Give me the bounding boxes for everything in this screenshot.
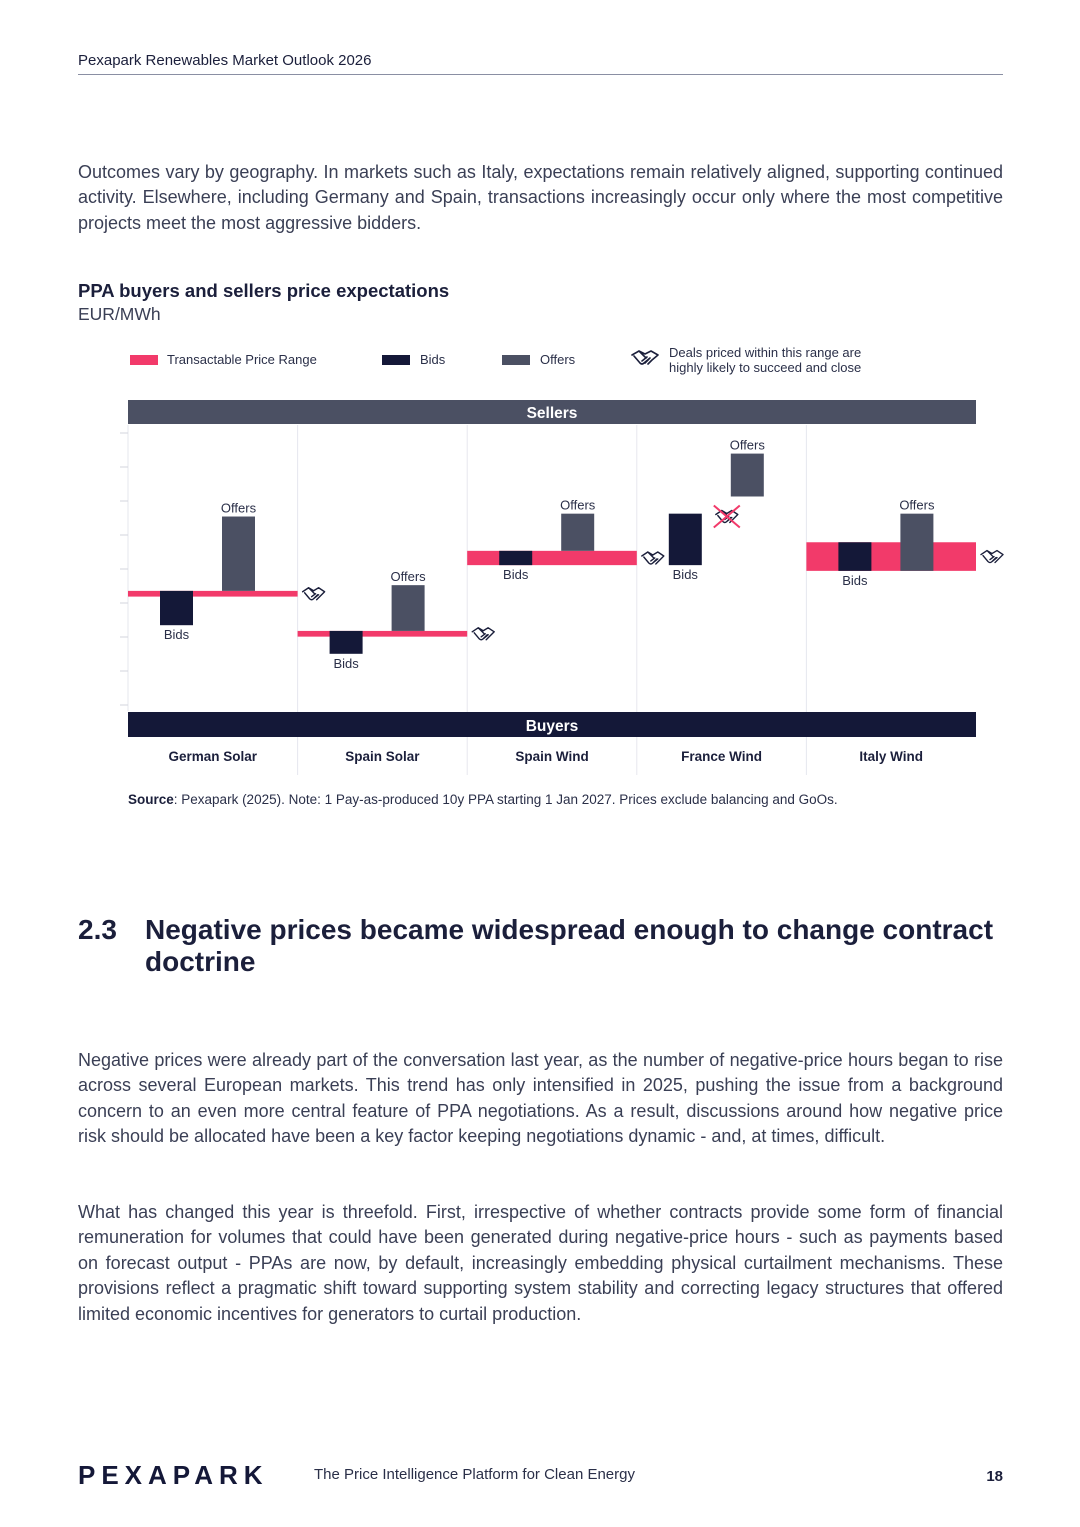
transactable-range-bar [806, 542, 976, 571]
offers-label: Offers [560, 498, 596, 513]
legend-label-offers: Offers [540, 352, 576, 367]
offers-label: Offers [391, 569, 427, 584]
handshake-shape [301, 587, 326, 601]
cross-line [713, 504, 741, 529]
offers-bar [900, 513, 934, 571]
category-label: France Wind [681, 749, 762, 764]
bids-bar [160, 590, 193, 626]
page-number: 18 [986, 1468, 1003, 1485]
bids-bar [838, 542, 872, 571]
chart-unit: EUR/MWh [78, 304, 161, 324]
category-label: Spain Solar [345, 749, 420, 764]
offers-label: Offers [899, 498, 935, 513]
source-label: Source [128, 792, 174, 807]
source-text: : Pexapark (2025). Note: 1 Pay-as-produc… [173, 792, 838, 807]
offers-bar [730, 453, 764, 497]
sellers-band [128, 400, 976, 424]
intro-paragraph: Outcomes vary by geography. In markets s… [78, 162, 1003, 233]
bids-label: Bids [503, 567, 529, 582]
legend-swatch-bids [382, 355, 410, 365]
handshake-icon [631, 350, 659, 365]
handshake-shape [471, 627, 495, 641]
legend-deals-line2: highly likely to succeed and close [669, 360, 862, 375]
bids-label: Bids [673, 567, 699, 582]
legend-swatch-range [130, 355, 158, 365]
handshake-icon [641, 551, 665, 565]
section-number: 2.3 [78, 914, 117, 945]
chart-source-note: Source: Pexapark (2025). Note: 1 Pay-as-… [128, 792, 838, 807]
pexapark-logo: PEXAPARK [78, 1460, 269, 1490]
handshake-icon [980, 549, 1004, 564]
offers-bar [561, 513, 595, 551]
legend-swatch-offers [502, 355, 530, 365]
bids-bar [668, 513, 702, 566]
handshake-icon [471, 627, 495, 641]
offers-bar [222, 516, 255, 591]
legend-label-deals: Deals priced within this range are highl… [669, 345, 861, 375]
bids-bar [499, 550, 533, 566]
legend-deals-line1: Deals priced within this range are [669, 345, 862, 360]
offers-label: Offers [730, 438, 766, 453]
failed-deal-icon [713, 504, 741, 529]
legend-label-range: Transactable Price Range [167, 352, 317, 367]
section-title: Negative prices became widespread enough… [145, 914, 994, 977]
buyers-band [128, 712, 976, 737]
bids-label: Bids [164, 627, 190, 642]
footer-tagline: The Price Intelligence Platform for Clea… [314, 1466, 635, 1483]
chart-title: PPA buyers and sellers price expectation… [78, 280, 450, 301]
legend-label-bids: Bids [420, 352, 446, 367]
bids-bar [329, 630, 363, 654]
ppa-price-chart: Sellers Buyers Bids Offers Bids Offers Bids O… [120, 400, 1004, 775]
offers-label: Offers [221, 501, 257, 516]
sellers-band-label: Sellers [527, 405, 578, 422]
handshake-icon [301, 587, 326, 601]
body-paragraph-1: Negative prices were already part of the… [78, 1050, 1003, 1147]
running-header: Pexapark Renewables Market Outlook 2026 [78, 52, 372, 69]
bids-label: Bids [333, 656, 359, 671]
header-divider [78, 74, 1003, 75]
category-label: Italy Wind [859, 749, 923, 764]
body-paragraph-2: What has changed this year is threefold.… [78, 1202, 1003, 1324]
bids-label: Bids [842, 573, 868, 588]
category-label: Spain Wind [515, 749, 588, 764]
handshake-shape [641, 551, 665, 565]
transactable-range-bar [297, 630, 468, 637]
handshake-shape [980, 549, 1004, 564]
buyers-band-label: Buyers [526, 718, 579, 735]
offers-bar [391, 585, 425, 631]
category-label: German Solar [169, 749, 258, 764]
transactable-range-bar [467, 550, 637, 566]
transactable-range-bar [128, 590, 298, 597]
